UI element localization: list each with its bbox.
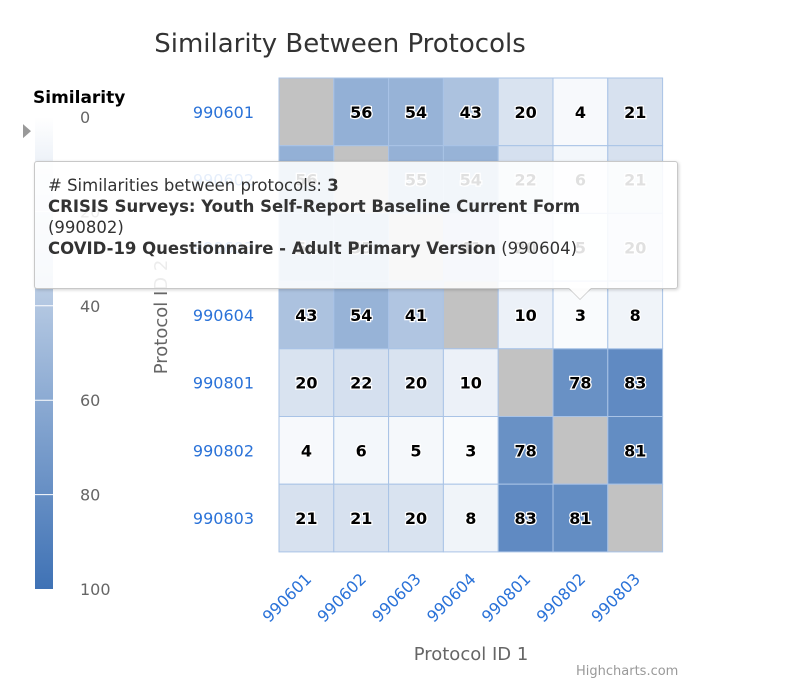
y-axis-label[interactable]: 990601 xyxy=(193,103,254,122)
cell-value-label: 21 xyxy=(624,103,646,122)
tooltip-count-line: # Similarities between protocols: 3 xyxy=(48,175,677,196)
tooltip-count-label: # Similarities between protocols: xyxy=(48,176,328,195)
y-axis-label[interactable]: 990604 xyxy=(193,306,254,325)
heatmap-cell[interactable] xyxy=(442,483,499,553)
legend-title: Similarity xyxy=(33,88,125,108)
tooltip-count-value: 3 xyxy=(327,176,339,195)
cell-value-label: 43 xyxy=(460,103,482,122)
cell-value-label: 83 xyxy=(624,374,646,393)
heatmap-cell[interactable] xyxy=(388,483,444,553)
heatmap-cell[interactable] xyxy=(333,483,390,553)
heatmap-cell[interactable] xyxy=(388,280,444,350)
cell-value-label: 20 xyxy=(295,374,317,393)
x-axis-label[interactable]: 990602 xyxy=(313,569,370,626)
legend-tick-label: 80 xyxy=(80,486,100,505)
y-axis-label[interactable]: 990802 xyxy=(193,441,254,460)
cell-value-label: 43 xyxy=(295,306,317,325)
cell-value-label: 78 xyxy=(514,441,536,460)
cell-value-label: 20 xyxy=(405,374,427,393)
tooltip-protocol-a-id-line: (990802) xyxy=(48,217,677,238)
legend-tick-label: 0 xyxy=(80,108,90,127)
cell-value-label: 54 xyxy=(405,103,427,122)
x-axis-title: Protocol ID 1 xyxy=(414,644,529,665)
heatmap-cell[interactable] xyxy=(278,483,335,553)
legend-marker-icon xyxy=(23,124,31,139)
x-axis-label[interactable]: 990601 xyxy=(259,569,316,626)
heatmap-cell[interactable] xyxy=(442,77,499,147)
heatmap-cell[interactable] xyxy=(388,77,444,147)
tooltip-protocol-a-name: CRISIS Surveys: Youth Self-Report Baseli… xyxy=(48,197,581,216)
heatmap-cell[interactable] xyxy=(607,416,664,485)
heatmap-cell[interactable] xyxy=(278,416,335,485)
heatmap-cell[interactable] xyxy=(552,416,609,485)
heatmap-cell[interactable] xyxy=(333,280,390,350)
cell-value-label: 22 xyxy=(350,374,372,393)
cell-value-label: 5 xyxy=(410,441,421,460)
cell-value-label: 81 xyxy=(624,441,646,460)
cell-value-label: 4 xyxy=(575,103,586,122)
heatmap-cell[interactable] xyxy=(497,416,554,485)
tooltip-protocol-a-id: (990802) xyxy=(48,218,124,237)
heatmap-cell[interactable] xyxy=(442,280,499,350)
cell-value-label: 41 xyxy=(405,306,427,325)
heatmap-cell[interactable] xyxy=(607,483,664,553)
heatmap-cell[interactable] xyxy=(552,483,609,553)
cell-value-label: 8 xyxy=(630,306,641,325)
x-axis-label[interactable]: 990603 xyxy=(368,569,425,626)
credits-link[interactable]: Highcharts.com xyxy=(576,664,679,679)
tooltip-protocol-b-name: COVID-19 Questionnaire - Adult Primary V… xyxy=(48,239,496,258)
tooltip-arrow xyxy=(569,288,591,299)
heatmap-cell[interactable] xyxy=(497,348,554,417)
heatmap-cell[interactable] xyxy=(607,280,664,350)
legend-tick-label: 60 xyxy=(80,391,100,410)
cell-value-label: 83 xyxy=(514,509,536,528)
cell-value-label: 3 xyxy=(575,306,586,325)
chart-title: Similarity Between Protocols xyxy=(154,29,526,59)
heatmap-cell[interactable] xyxy=(278,348,335,417)
x-axis-label[interactable]: 990801 xyxy=(478,569,535,626)
y-axis-label[interactable]: 990803 xyxy=(193,509,254,528)
tooltip-protocol-b-id: (990604) xyxy=(501,239,578,258)
tooltip-protocol-b: COVID-19 Questionnaire - Adult Primary V… xyxy=(48,238,677,259)
heatmap-cell[interactable] xyxy=(607,348,664,417)
cell-value-label: 81 xyxy=(569,509,591,528)
legend-tick-label: 40 xyxy=(80,297,100,316)
cell-value-label: 20 xyxy=(405,509,427,528)
heatmap-cells: 5654432042156555422621545541205204354411… xyxy=(278,77,664,553)
x-axis-label[interactable]: 990604 xyxy=(423,569,480,626)
tooltip-protocol-a: CRISIS Surveys: Youth Self-Report Baseli… xyxy=(48,196,677,217)
heatmap-cell[interactable] xyxy=(278,77,335,147)
heatmap-cell[interactable] xyxy=(333,77,390,147)
legend-tick-label: 100 xyxy=(80,580,111,599)
heatmap-cell[interactable] xyxy=(607,77,664,147)
cell-value-label: 78 xyxy=(569,374,591,393)
cell-value-label: 20 xyxy=(514,103,536,122)
x-axis-labels: 9906019906029906039906049908019908029908… xyxy=(259,569,644,626)
cell-value-label: 10 xyxy=(514,306,536,325)
heatmap-cell[interactable] xyxy=(442,416,499,485)
cell-value-label: 10 xyxy=(460,374,482,393)
heatmap-cell[interactable] xyxy=(388,348,444,417)
cell-value-label: 8 xyxy=(465,509,476,528)
cell-value-label: 3 xyxy=(465,441,476,460)
heatmap-cell[interactable] xyxy=(333,416,390,485)
cell-value-label: 21 xyxy=(295,509,317,528)
heatmap-cell[interactable] xyxy=(552,348,609,417)
x-axis-label[interactable]: 990803 xyxy=(587,569,644,626)
cell-value-label: 21 xyxy=(350,509,372,528)
heatmap-cell[interactable] xyxy=(497,483,554,553)
y-axis-label[interactable]: 990801 xyxy=(193,374,254,393)
cell-value-label: 54 xyxy=(350,306,372,325)
cell-value-label: 4 xyxy=(301,441,312,460)
cell-value-label: 56 xyxy=(350,103,372,122)
cell-value-label: 6 xyxy=(356,441,367,460)
tooltip: # Similarities between protocols: 3 CRIS… xyxy=(34,161,678,289)
x-axis-label[interactable]: 990802 xyxy=(533,569,590,626)
